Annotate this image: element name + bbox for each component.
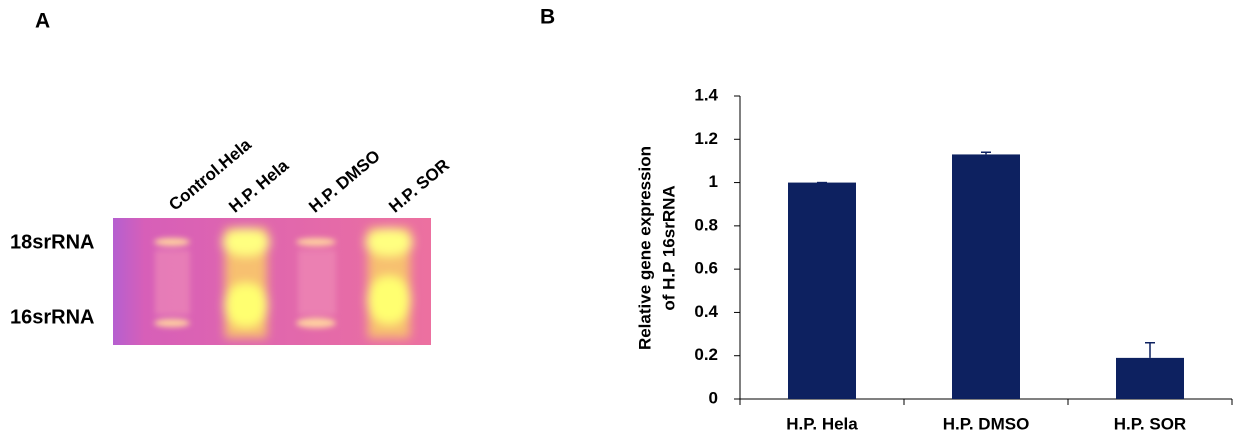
panel-label: B	[540, 6, 555, 29]
y-tick-label: 0.8	[694, 215, 718, 234]
y-tick-label: 0.2	[694, 345, 718, 364]
page: A B Control.Hela H.P. Hela H.P. DMSO H.P…	[0, 0, 1235, 440]
bar	[1116, 358, 1184, 399]
figure: A B Control.Hela H.P. Hela H.P. DMSO H.P…	[0, 0, 1235, 440]
y-axis-title: of H.P 16srRNA	[659, 185, 678, 310]
error-bar	[981, 152, 991, 154]
band-label: 16srRNA	[10, 306, 94, 328]
y-tick-label: 0.4	[694, 302, 718, 321]
x-tick-label: H.P. Hela	[786, 414, 858, 433]
y-tick-label: 1	[709, 172, 718, 191]
bar	[788, 183, 856, 399]
gel-image	[113, 218, 431, 345]
y-tick-label: 0	[709, 388, 718, 407]
y-tick-label: 1.4	[694, 85, 718, 104]
y-tick-label: 0.6	[694, 259, 718, 278]
bar	[952, 154, 1020, 399]
lane-label: H.P. DMSO	[305, 146, 384, 216]
error-bar	[1145, 343, 1155, 358]
band-label: 18srRNA	[10, 231, 94, 253]
y-axis-title: Relative gene expression	[635, 146, 654, 350]
lane-label: H.P. SOR	[385, 155, 453, 216]
y-tick-label: 1.2	[694, 129, 718, 148]
panel-label: A	[35, 10, 50, 33]
x-tick-label: H.P. DMSO	[943, 414, 1030, 433]
x-tick-label: H.P. SOR	[1114, 414, 1186, 433]
